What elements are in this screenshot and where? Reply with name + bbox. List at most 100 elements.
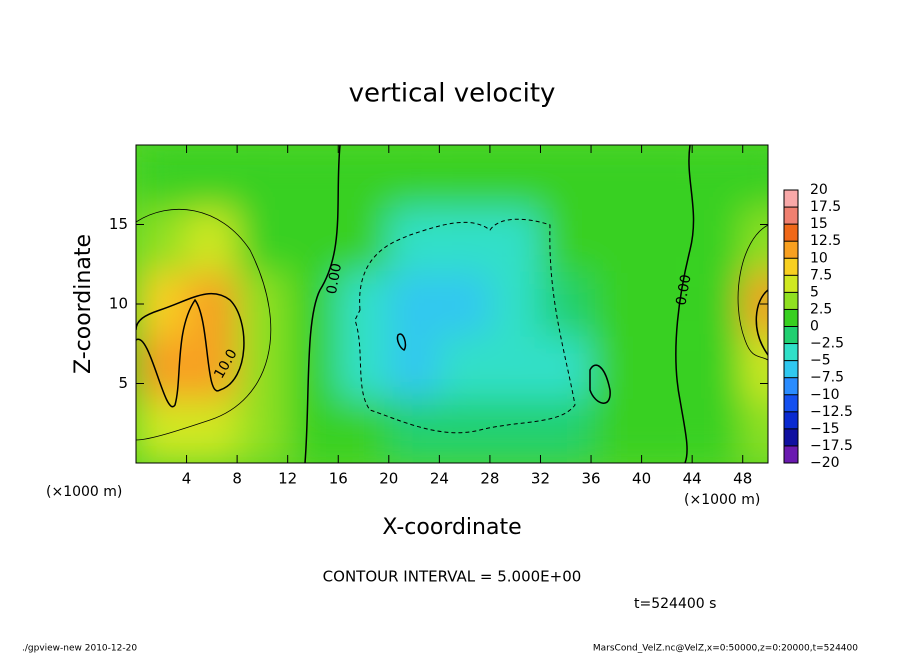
- colorbar-label: −10: [810, 387, 840, 403]
- field-cell: [287, 399, 339, 463]
- y-tick-label: 5: [118, 374, 128, 392]
- colorbar-box: [784, 207, 798, 225]
- colorbar-label: 7.5: [810, 267, 832, 283]
- field-cell: [742, 145, 768, 209]
- field-cell: [338, 145, 389, 209]
- field-cell: [591, 335, 642, 400]
- field-cell: [489, 272, 541, 336]
- field-cell: [641, 272, 693, 336]
- colorbar-label: −15: [810, 421, 840, 437]
- field-cell: [287, 145, 339, 209]
- colorbar-box: [784, 326, 798, 344]
- colorbar-box: [784, 190, 798, 208]
- colorbar-box: [784, 224, 798, 242]
- field-cell: [591, 208, 642, 273]
- colorbar-label: 15: [810, 216, 828, 232]
- contour-line: [675, 145, 695, 463]
- contour-line: [755, 289, 768, 356]
- x-tick-label: 40: [632, 470, 651, 488]
- colorbar-box: [784, 292, 798, 310]
- contours: [136, 145, 768, 463]
- colorbar-label: 2.5: [810, 301, 832, 317]
- x-tick-label: 44: [683, 470, 702, 488]
- colorbar-label: 17.5: [810, 199, 841, 215]
- field-cell: [540, 272, 592, 336]
- field-cell: [287, 208, 339, 273]
- field-cell: [692, 145, 743, 209]
- x-tick-label: 16: [329, 470, 348, 488]
- field-cell: [388, 335, 440, 400]
- y-tick-label: 15: [109, 215, 128, 233]
- field-cell: [439, 335, 490, 400]
- colorbar-box: [784, 241, 798, 259]
- field-cell: [237, 335, 288, 400]
- field-cell: [388, 145, 440, 209]
- field-cell: [591, 399, 642, 463]
- field-cell: [641, 399, 693, 463]
- field-cell: [742, 399, 768, 463]
- colorbar-label: −20: [810, 455, 840, 471]
- field-cell: [136, 272, 187, 336]
- chart-title: vertical velocity: [349, 79, 556, 109]
- contour-line: [136, 208, 272, 441]
- colorbar-box: [784, 377, 798, 395]
- x-tick-label: 12: [278, 470, 297, 488]
- field-cell: [489, 208, 541, 273]
- x-tick-label: 8: [232, 470, 242, 488]
- time-label: t=524400 s: [634, 596, 716, 612]
- footer-right: MarsCond_VelZ.nc@VelZ,x=0:50000,z=0:2000…: [593, 644, 858, 654]
- field-cell: [489, 335, 541, 400]
- field-cell: [540, 399, 592, 463]
- field-cell: [439, 399, 490, 463]
- contour-line: [304, 145, 341, 463]
- field-cell: [287, 272, 339, 336]
- contour-line: [589, 364, 611, 404]
- colorbar-box: [784, 445, 798, 463]
- field-cell: [742, 208, 768, 273]
- colorbar-box: [784, 411, 798, 429]
- footer-left: ./gpview-new 2010-12-20: [22, 644, 137, 654]
- y-unit: (×1000 m): [46, 484, 122, 500]
- colorbar-box: [784, 258, 798, 276]
- x-tick-label: 48: [733, 470, 752, 488]
- colorbar-label: −5: [810, 353, 831, 369]
- colorbar-label: −2.5: [810, 336, 844, 352]
- x-tick-label: 24: [430, 470, 449, 488]
- x-tick-label: 28: [480, 470, 499, 488]
- field-cell: [742, 335, 768, 400]
- field-cell: [338, 272, 389, 336]
- field-cell: [237, 208, 288, 273]
- field-cell: [136, 208, 187, 273]
- field-cell: [237, 272, 288, 336]
- field-cell: [388, 272, 440, 336]
- field-cell: [489, 145, 541, 209]
- field-cell: [692, 399, 743, 463]
- field-cell: [692, 272, 743, 336]
- field-cell: [692, 208, 743, 273]
- field-cell: [136, 399, 187, 463]
- field-cell: [540, 208, 592, 273]
- field-cell: [641, 145, 693, 209]
- field-cell: [186, 335, 238, 400]
- field-cell: [287, 335, 339, 400]
- colorbar-box: [784, 360, 798, 378]
- field-cell: [591, 272, 642, 336]
- field-cell: [338, 208, 389, 273]
- colorbar-label: 5: [810, 284, 819, 300]
- colorbar-box: [784, 428, 798, 446]
- field-cell: [540, 335, 592, 400]
- field-cell: [591, 145, 642, 209]
- field-cell: [641, 335, 693, 400]
- field-cell: [186, 272, 238, 336]
- field-blur: [136, 145, 768, 463]
- field-cell: [439, 208, 490, 273]
- field: [136, 145, 768, 463]
- colorbar-label: 0: [810, 319, 819, 335]
- field-cell: [388, 399, 440, 463]
- y-axis-label: Z-coordinate: [71, 234, 96, 374]
- field-cell: [540, 145, 592, 209]
- field-cell: [338, 335, 389, 400]
- field-cell: [439, 145, 490, 209]
- field-cell: [338, 399, 389, 463]
- colorbar-label: 10: [810, 250, 828, 266]
